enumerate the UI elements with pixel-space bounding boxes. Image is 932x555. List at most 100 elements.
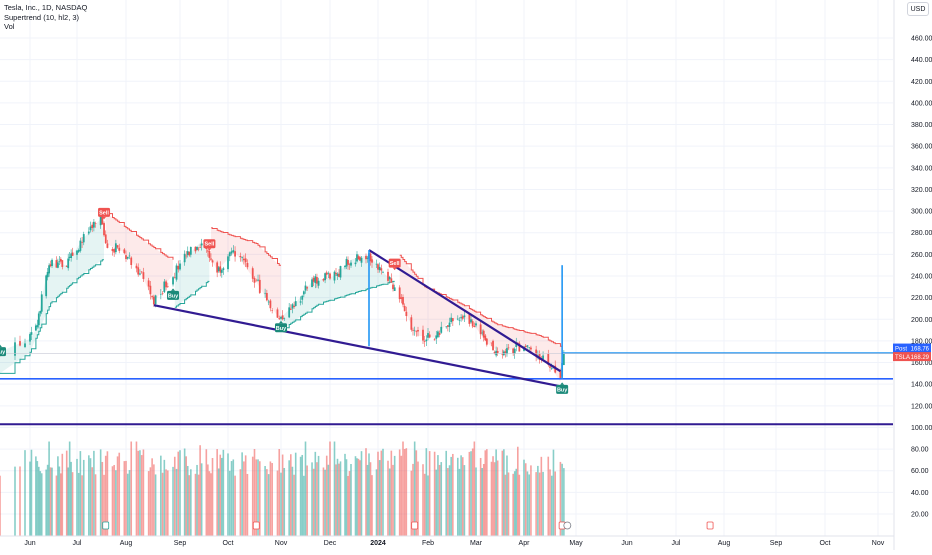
volume-bar [125, 460, 127, 536]
volume-bar [219, 454, 222, 536]
volume-bar [524, 463, 527, 536]
candle-body [322, 279, 325, 281]
candle-body [360, 257, 363, 263]
volume-bar [479, 457, 482, 536]
volume-bar [486, 449, 488, 536]
volume-bar [222, 449, 225, 536]
candle-body [339, 266, 342, 278]
volume-bar [58, 466, 61, 536]
candle-body [380, 268, 383, 271]
candle-body [45, 275, 48, 297]
candle-body [116, 245, 119, 248]
volume-bar [257, 459, 259, 536]
volume-bar [375, 469, 378, 536]
earnings-event-icon[interactable] [102, 521, 110, 530]
candle-body [81, 242, 83, 243]
price-tick-label: 440.00 [911, 57, 932, 64]
candle-body [173, 276, 176, 278]
candle-body [393, 287, 396, 291]
lower-trend[interactable] [153, 304, 561, 388]
candle-body [445, 326, 448, 328]
indicator-label[interactable]: Supertrend (10, hl2, 3) [4, 12, 80, 22]
candle-body [365, 255, 367, 260]
candle-body [206, 250, 209, 252]
candle-body [79, 240, 82, 251]
earnings-event-icon[interactable] [706, 521, 714, 530]
candle-body [104, 234, 107, 244]
candle-body [468, 314, 471, 324]
price-tick-label: 220.00 [911, 295, 932, 302]
candle-body [68, 256, 71, 258]
supertrend-line-up [282, 280, 395, 330]
volume-bar [36, 461, 39, 536]
volume-bar [387, 460, 389, 536]
candle-body [163, 281, 166, 293]
candle-body [423, 341, 426, 342]
volume-bar [463, 465, 466, 536]
upper-trend[interactable] [368, 249, 561, 373]
candle-body [403, 306, 406, 312]
volume-bar [448, 465, 451, 536]
candle-body [222, 268, 225, 270]
candle-body [515, 343, 518, 347]
price-tick-label: 460.00 [911, 36, 932, 43]
drawings-layer[interactable] [0, 249, 893, 426]
volume-bar [55, 475, 58, 536]
symbol-title[interactable]: Tesla, Inc., 1D, NASDAQ [4, 3, 88, 12]
volume-bar [241, 452, 243, 536]
volume-bar [365, 448, 367, 536]
supertrend-fill-up [0, 218, 104, 374]
volume-bar [49, 467, 52, 536]
volume-bar [188, 475, 191, 536]
volume-bar [104, 455, 107, 536]
candle-body [220, 270, 223, 273]
candle-body [516, 342, 519, 344]
volume-bar [70, 461, 72, 536]
candle-body [197, 248, 200, 250]
volume-bar [537, 465, 539, 536]
price-axis[interactable]: 460.00 440.00 420.00 400.00 380.00 360.00 340.… [893, 0, 932, 550]
volume-bar [335, 464, 337, 536]
candle-body [357, 256, 360, 260]
volume-bar [550, 475, 553, 536]
candle-body [306, 287, 309, 289]
volume-bar [435, 469, 438, 536]
price-tick-label: 160.00 [911, 360, 932, 367]
candle-body [257, 279, 259, 281]
earnings-event-icon[interactable] [252, 521, 260, 530]
price-tag-value: 168.29 [911, 355, 930, 361]
volume-bar [94, 474, 97, 536]
volume-bar [79, 451, 82, 536]
candle-body [288, 307, 291, 318]
volume-bar [481, 468, 483, 536]
time-tick-label: Nov [872, 540, 885, 547]
supertrend-line-down [105, 211, 174, 260]
volume-bar [327, 464, 330, 536]
upcoming-event-icon[interactable] [563, 521, 572, 530]
currency-button[interactable]: USD [907, 2, 929, 16]
time-tick-label: May [569, 540, 583, 547]
candle-body [123, 249, 126, 254]
volume-bar [216, 449, 218, 536]
volume-label[interactable]: Vol [4, 22, 15, 31]
candle-body [137, 267, 140, 275]
event-markers[interactable] [102, 521, 714, 530]
signal-text-buy: Buy [168, 293, 179, 299]
candle-body [501, 354, 504, 355]
time-tick-label: Jun [24, 540, 35, 547]
candle-body [329, 273, 331, 279]
volume-bar [239, 469, 242, 536]
time-tick-label: Aug [718, 540, 731, 547]
volume-bar [415, 450, 418, 536]
volume-bar [234, 475, 236, 536]
candle-body [345, 258, 348, 267]
volume-bar [267, 474, 270, 536]
signal-badge-buy [0, 347, 6, 357]
signal-labels: Buy Sell Buy Sell Buy Sell Buy [0, 207, 568, 394]
candle-body [427, 333, 429, 338]
time-axis[interactable]: Jun Jul Aug Sep Oct Nov Dec 2024 Feb Mar Apr May Jun… [0, 535, 894, 547]
earnings-event-icon[interactable] [411, 521, 419, 530]
candle-body [377, 264, 379, 270]
